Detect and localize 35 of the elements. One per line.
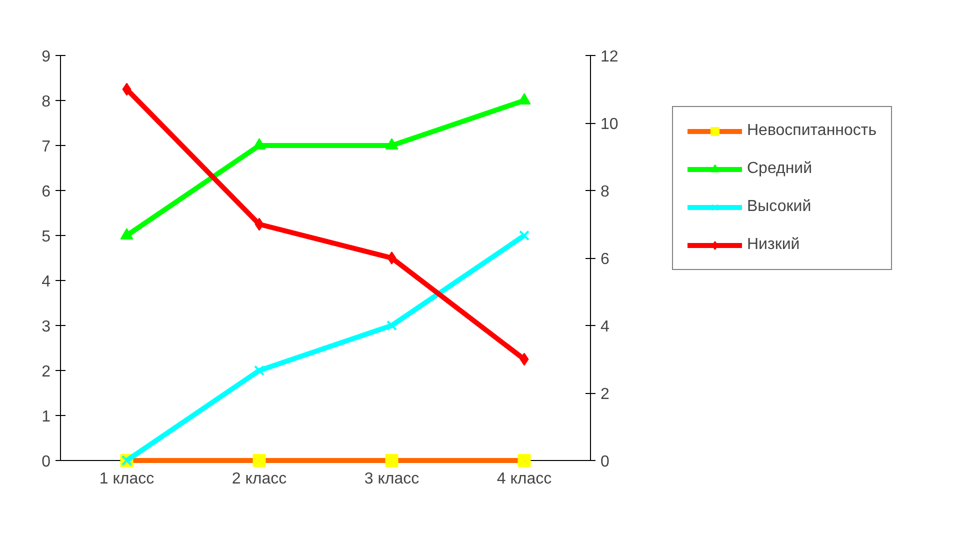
y-tick-label: 8 [42, 94, 51, 110]
legend-label: Невоспитанность [747, 122, 877, 140]
x-tick-label: 1 класс [99, 470, 154, 488]
y-tick-label: 9 [42, 48, 51, 66]
y2-tick-label: 12 [600, 48, 618, 66]
y2-tick-label: 10 [600, 116, 618, 133]
y-tick-label: 7 [42, 138, 51, 156]
legend-label: Высокий [747, 198, 812, 216]
point [519, 230, 530, 241]
point [386, 320, 397, 331]
y-tick-label: 2 [42, 364, 51, 380]
y-tick-label: 0 [42, 454, 51, 470]
point [520, 352, 529, 366]
point [387, 252, 396, 264]
y-tick-label: 5 [42, 228, 51, 246]
x-tick-label: 3 класс [364, 470, 420, 488]
legend-label: Низкий [747, 236, 800, 254]
x-tick-label: 4 класс [496, 470, 552, 488]
point [122, 82, 132, 96]
y2-tick-label: 0 [600, 454, 610, 470]
point [120, 228, 134, 240]
point [252, 138, 266, 150]
y2-tick-label: 8 [600, 184, 610, 200]
y2-tick-label: 4 [600, 318, 610, 336]
x-tick-label: 2 класс [232, 470, 287, 488]
y-tick-label: 3 [42, 318, 51, 336]
point [254, 365, 264, 376]
y-tick-label: 6 [42, 184, 51, 200]
legend-label: Средний [747, 160, 812, 178]
point [254, 218, 264, 231]
y-tick-label: 1 [42, 408, 51, 426]
y-tick-label: 4 [42, 274, 51, 290]
y2-tick-label: 6 [600, 251, 610, 268]
point [385, 138, 398, 150]
y2-tick-label: 2 [600, 386, 610, 403]
